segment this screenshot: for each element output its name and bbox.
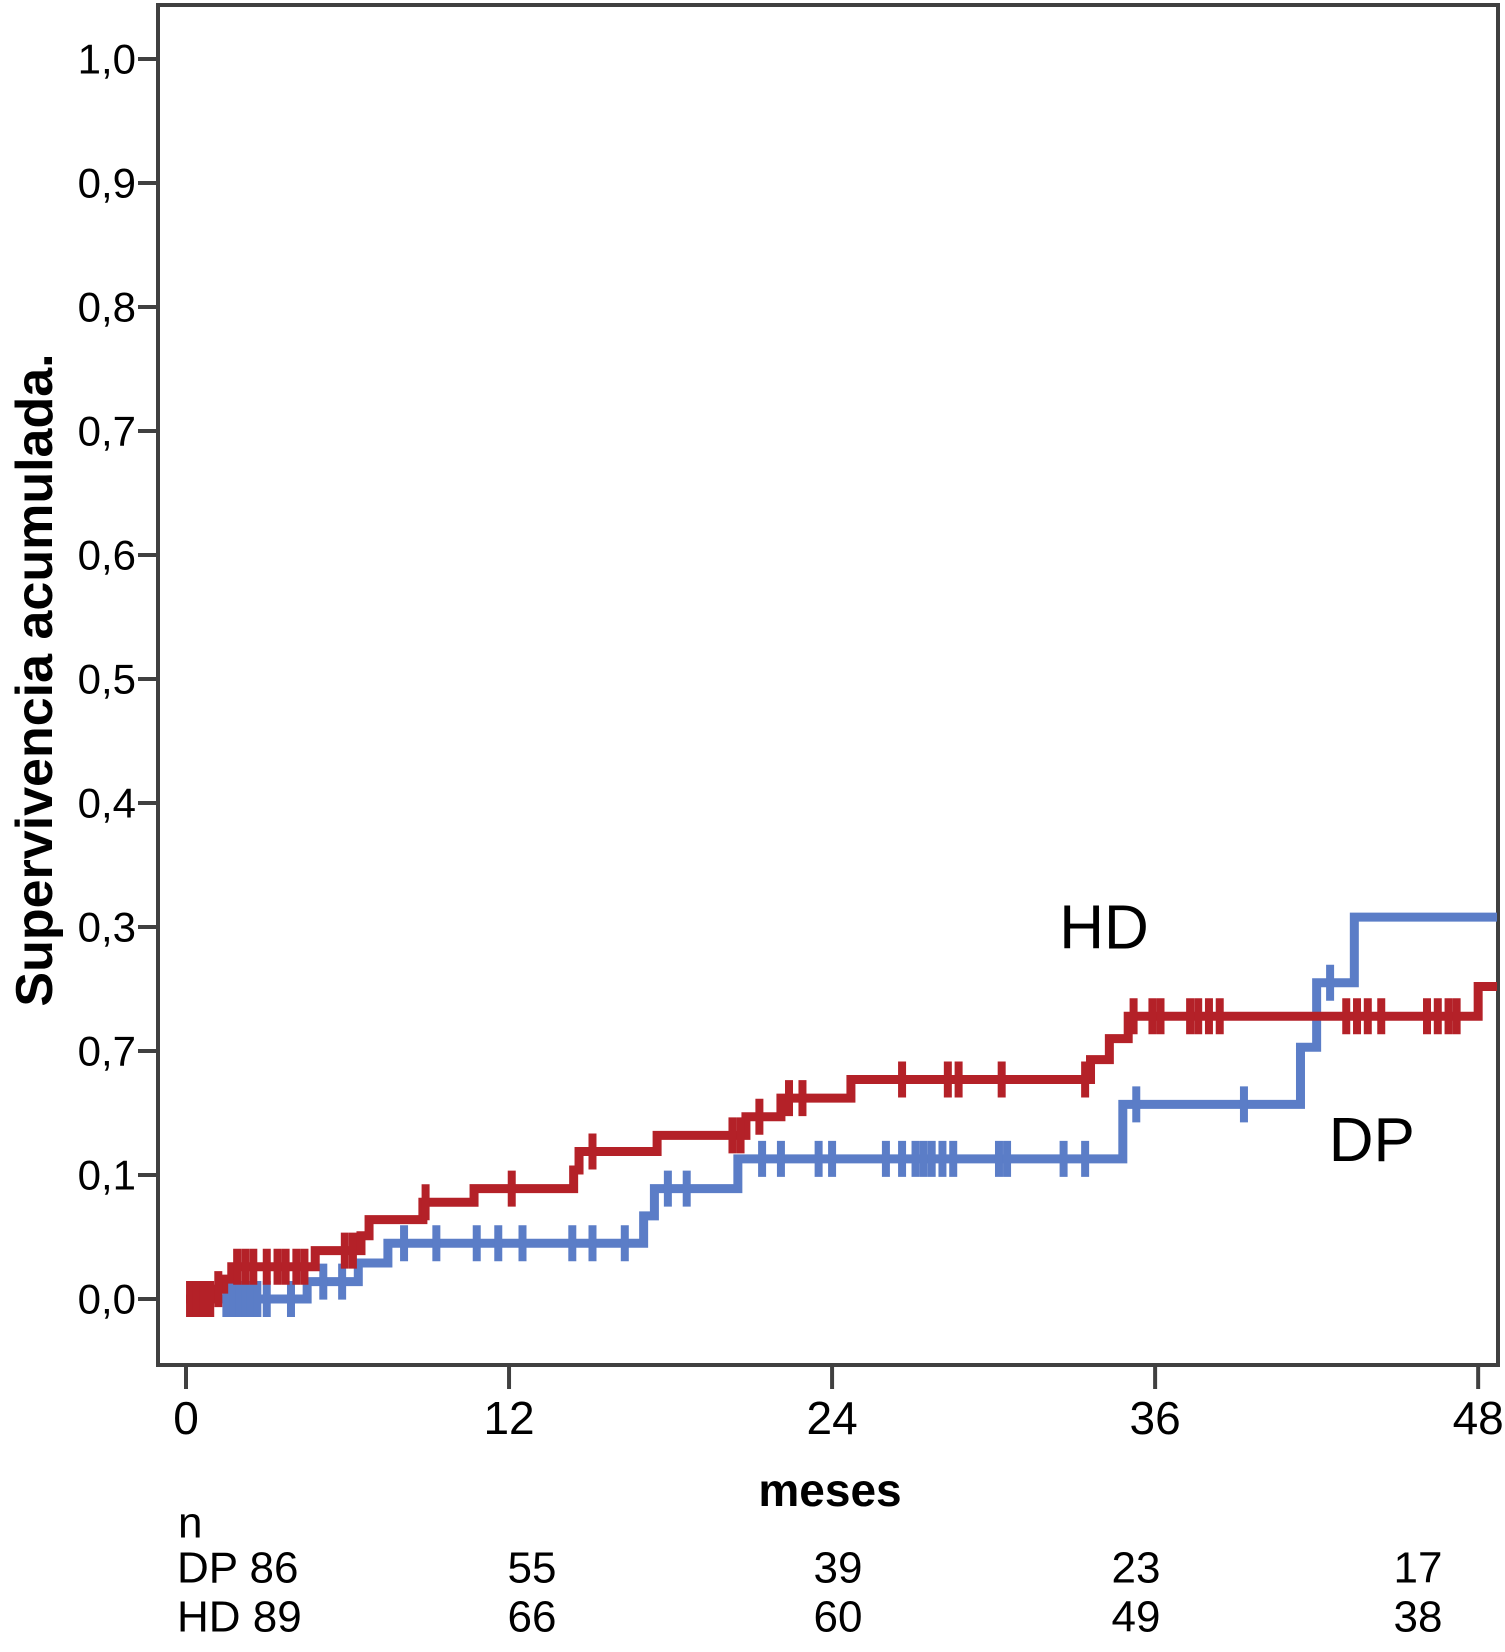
plot-frame [156, 3, 1500, 1367]
y-axis-title: Supervivencia acumulada. [6, 353, 64, 1006]
risk-table-header: n [178, 1499, 202, 1548]
x-axis-tick-label: 36 [1130, 1392, 1181, 1444]
risk-table-row-label-hd: HD 89 [177, 1593, 302, 1642]
risk-table-count-dp: 39 [814, 1544, 863, 1593]
risk-table-count-hd: 49 [1112, 1593, 1161, 1642]
risk-table-count-hd: 66 [508, 1593, 557, 1642]
y-axis-tick-label: 0,7 [78, 1028, 136, 1075]
y-axis-tick-label: 0,5 [78, 656, 136, 703]
y-axis-tick-label: 0,8 [78, 284, 136, 331]
y-axis-tick-label: 0,1 [78, 1152, 136, 1199]
risk-table-count-hd: 60 [814, 1593, 863, 1642]
x-axis-tick-label: 12 [483, 1392, 534, 1444]
x-axis-title: meses [758, 1464, 901, 1516]
y-axis-tick-label: 0,4 [78, 780, 136, 827]
y-axis-tick-label: 1,0 [78, 36, 136, 83]
risk-table-row-label-dp: DP 86 [177, 1544, 299, 1593]
x-axis-tick-label: 0 [173, 1392, 199, 1444]
risk-table-count-hd: 38 [1394, 1593, 1443, 1642]
y-axis-tick-label: 0,7 [78, 408, 136, 455]
y-axis-tick-label: 0,9 [78, 160, 136, 207]
y-axis-tick-label: 0,6 [78, 532, 136, 579]
dp-curve-label: DP [1329, 1106, 1415, 1175]
risk-table-count-dp: 17 [1394, 1544, 1443, 1593]
risk-table-count-dp: 23 [1112, 1544, 1161, 1593]
x-axis-tick-label: 24 [806, 1392, 857, 1444]
y-axis-tick-label: 0,0 [78, 1276, 136, 1323]
x-axis-tick-label: 48 [1453, 1392, 1504, 1444]
y-axis-tick-label: 0,3 [78, 904, 136, 951]
hd-curve-label: HD [1059, 894, 1149, 963]
risk-table-count-dp: 55 [508, 1544, 557, 1593]
